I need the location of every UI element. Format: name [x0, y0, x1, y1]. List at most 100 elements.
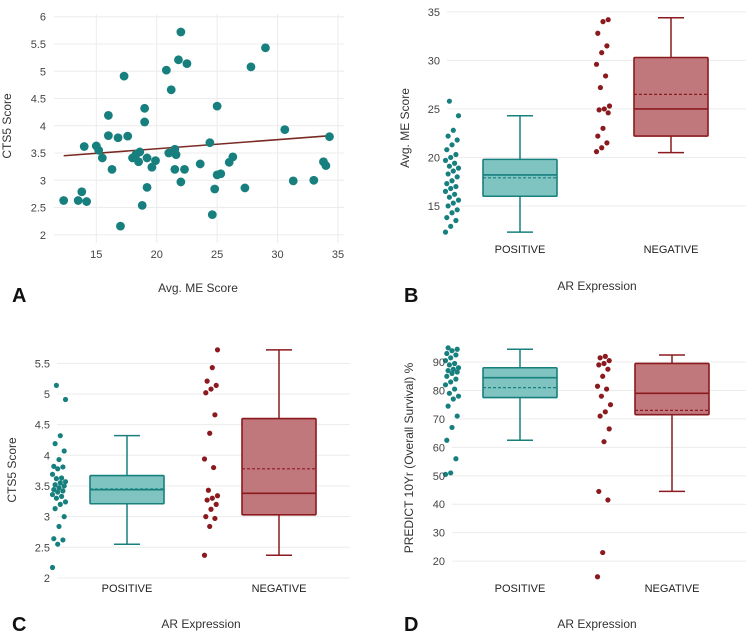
panel-b-positive-data-point — [446, 163, 452, 169]
panel-b-negative-data-point — [604, 43, 610, 49]
panel-d-negative-data-point — [597, 355, 603, 361]
panel-a-y-tick-label: 2 — [40, 230, 46, 242]
panel-d-positive-data-point — [445, 367, 451, 374]
panel-b-negative-data-point — [606, 103, 613, 109]
panel-a-data-point — [142, 182, 152, 192]
panel-c-negative-data-point — [214, 347, 221, 353]
panel-b-x-label: AR Expression — [557, 279, 636, 293]
panel-d-positive-data-point — [442, 471, 449, 477]
panel-a-data-point — [176, 27, 186, 37]
panel-c-positive-data-point — [53, 476, 60, 482]
panel-d-negative-data-point — [596, 362, 602, 368]
panel-b-positive-data-point — [446, 194, 452, 200]
panel-b-positive-data-point — [454, 174, 460, 180]
panel-c-positive-data-point — [56, 485, 62, 491]
panel-c-negative-data-point — [212, 515, 218, 522]
panel-b: 15 20 25 30 35 POSITIVE NEGATIVE AR Expressi… — [398, 7, 746, 307]
panel-a-data-point — [166, 85, 176, 95]
panel-a-data-point — [140, 117, 150, 127]
panel-d-negative-data-point — [606, 358, 612, 364]
panel-d-negative-data-point — [594, 574, 601, 580]
panel-a-data-point — [140, 103, 150, 113]
panel-c-y-label: CTS5 Score — [5, 437, 19, 503]
panel-c-y-tick-label: 4 — [44, 450, 50, 462]
panel-a-data-point — [261, 43, 270, 53]
panel-d-positive-data-point — [449, 370, 455, 377]
panel-b-y-tick-label: 30 — [428, 55, 440, 67]
panel-a-data-point — [205, 138, 215, 148]
panel-c-negative-data-point — [205, 487, 211, 493]
panel-c-negative-data-point — [204, 378, 210, 384]
panel-b-y-tick-label: 15 — [428, 201, 440, 213]
panel-c-positive-data-point — [60, 464, 66, 470]
panel-c-positive-data-point — [55, 489, 61, 495]
panel-c-negative-data-point — [203, 514, 209, 520]
panel-d-positive-data-point — [449, 348, 455, 354]
panel-a-data-point — [119, 71, 129, 81]
panel-a-data-point — [321, 161, 331, 170]
panel-a-data-point — [137, 200, 147, 210]
panel-d-positive-data-point — [452, 386, 458, 392]
panel-b-positive-data-point — [448, 223, 454, 229]
panel-a: 2 2.5 3 3.5 4 4.5 5 5.5 6 15 20 25 30 35 Avg. ME Scor… — [0, 12, 344, 307]
panel-c-positive-data-point — [57, 433, 63, 439]
panel-b-positive-data-point — [455, 197, 462, 203]
panel-a-x-label: Avg. ME Score — [158, 281, 238, 295]
panel-d-positive-data-point — [444, 350, 450, 357]
panel-d-positive-data-point — [455, 393, 462, 399]
panel-a-data-point — [59, 196, 69, 205]
panel-d-negative-data-point — [605, 497, 611, 503]
panel-a-data-point — [94, 145, 104, 155]
panel-b-negative-data-point — [605, 110, 611, 116]
panel-c-positive-data-point — [60, 537, 66, 543]
panel-d-positive-data-point — [448, 355, 454, 361]
panel-c-y-tick-label: 3.5 — [35, 481, 50, 493]
panel-c-positive-data-point — [52, 482, 58, 488]
panel-b-positive-data-point — [452, 191, 458, 197]
panel-d-positive-data-point — [455, 365, 462, 371]
panel-a-data-point — [73, 196, 83, 205]
panel-c-positive-data-point — [51, 487, 57, 493]
panel-b-positive-data-point — [448, 185, 454, 192]
panel-a-data-point — [210, 184, 220, 194]
panel-b-positive-data-point — [450, 200, 456, 206]
panel-d-negative-data-point — [594, 383, 601, 389]
panel-d-y-tick-label: 70 — [433, 414, 445, 426]
panel-b-positive-data-point — [449, 142, 455, 148]
panel-a-data-point — [176, 177, 186, 187]
panel-d-y-tick-label: 30 — [433, 528, 445, 540]
panel-b-positive-data-point — [446, 98, 452, 104]
panel-d-negative-data-point — [602, 409, 608, 415]
panel-b-positive-data-point — [455, 113, 462, 119]
panel-a-data-point — [288, 176, 298, 186]
panel-b-negative-data-point — [593, 61, 600, 67]
panel-d-negative-data-point — [600, 549, 606, 556]
panel-a-data-point — [171, 150, 181, 160]
panel-a-data-point — [142, 153, 152, 163]
panel-b-positive-data-point — [455, 165, 462, 171]
panel-c-y-tick-label: 5 — [44, 389, 50, 401]
panel-d-category-positive: POSITIVE — [495, 583, 546, 595]
panel-c-positive-data-point — [55, 466, 61, 472]
panel-b-negative-data-point — [600, 19, 606, 25]
panel-a-data-point — [325, 132, 334, 142]
panel-d-y-tick-label: 80 — [433, 385, 445, 397]
panel-b-positive-data-point — [450, 168, 456, 174]
panel-d-y-tick-label: 50 — [433, 471, 445, 483]
panel-d-positive-data-point — [453, 376, 459, 382]
panel-c-negative-data-point — [211, 464, 217, 471]
panel-b-negative-data-point — [593, 149, 600, 155]
panel-b-plot — [442, 16, 709, 235]
panel-c-y-tick-label: 2 — [44, 573, 50, 585]
panel-d-negative-data-point — [601, 439, 607, 445]
panel-b-negative-data-point — [599, 50, 605, 56]
panel-c-positive-data-point — [55, 541, 61, 547]
panel-a-x-tick-label: 35 — [332, 249, 344, 261]
panel-a-data-point — [280, 125, 290, 134]
panel-d-positive-data-point — [450, 366, 456, 372]
panel-c-negative-box — [241, 417, 317, 516]
panel-b-negative-box — [633, 56, 709, 137]
panel-c-negative-data-point — [214, 493, 221, 499]
panel-c-positive-data-point — [53, 495, 60, 501]
panel-c-positive-data-point — [59, 493, 65, 499]
